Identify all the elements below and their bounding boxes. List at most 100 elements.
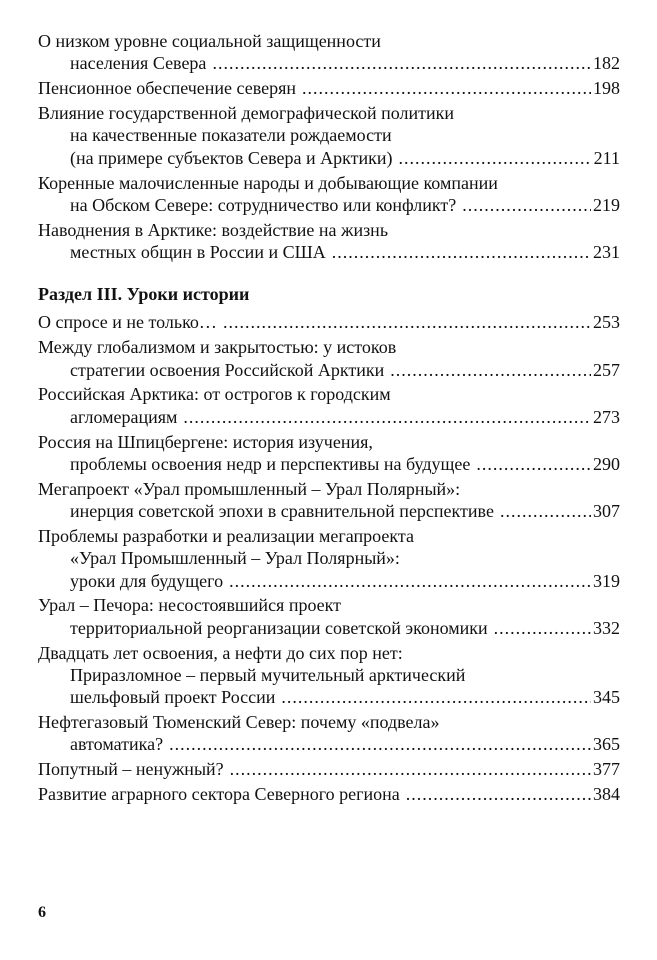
toc-page-number: 384	[593, 784, 620, 805]
toc-page-number: 319	[593, 570, 620, 591]
toc-entry-line: Урал – Печора: несостоявшийся проект	[38, 594, 620, 616]
toc-entry-title: Нефтегазовый Тюменский Север: почему «по…	[38, 712, 440, 733]
toc-entry-title: Урал – Печора: несостоявшийся проект	[38, 595, 342, 616]
dot-leader	[494, 617, 591, 639]
dot-leader	[302, 77, 591, 99]
toc-entry: Развитие аграрного сектора Северного рег…	[38, 783, 620, 805]
toc-entry-line: стратегии освоения Российской Арктики 257	[38, 359, 620, 381]
toc-entry-line: Проблемы разработки и реализации мегапро…	[38, 525, 620, 547]
toc-page-number: 219	[593, 194, 620, 215]
toc-entry-line: Попутный – ненужный? 377	[38, 758, 620, 780]
section-heading: Раздел III. Уроки истории	[38, 284, 250, 305]
toc-entry-title: Влияние государственной демографической …	[38, 103, 454, 124]
toc-entry-title: О низком уровне социальной защищенности	[38, 31, 381, 51]
toc-entry: Влияние государственной демографической …	[38, 102, 620, 169]
dot-leader	[399, 147, 592, 169]
dot-leader	[183, 406, 591, 428]
toc-entry: Нефтегазовый Тюменский Север: почему «по…	[38, 711, 620, 756]
dot-leader	[406, 783, 591, 805]
toc-page-number: 182	[593, 53, 620, 74]
toc-entry-title: Мегапроект «Урал промышленный – Урал Пол…	[38, 478, 461, 499]
dot-leader	[332, 241, 591, 263]
toc-entry-title: уроки для будущего	[70, 570, 224, 591]
toc-page-number: 290	[593, 453, 620, 474]
toc-entry: Российская Арктика: от острогов к городс…	[38, 383, 620, 428]
toc-entry-title: Двадцать лет освоения, а нефти до сих по…	[38, 642, 403, 663]
toc-entry-line: Российская Арктика: от острогов к городс…	[38, 383, 620, 405]
toc-entry-line: населения Севера 182	[38, 52, 620, 74]
toc-entry-title: на качественные показатели рождаемости	[70, 125, 392, 146]
toc-entry-title: Россия на Шпицбергене: история изучения,	[38, 431, 373, 452]
dot-leader	[281, 686, 591, 708]
toc-entry-line: территориальной реорганизации советской …	[38, 617, 620, 639]
toc-entry-title: автоматика?	[70, 734, 164, 755]
toc-entry-title: агломерациям	[70, 406, 178, 427]
toc-entry-line: на качественные показатели рождаемости	[38, 124, 620, 146]
toc-page-number: 365	[593, 734, 620, 755]
toc-entry-title: О спросе и не только…	[38, 312, 217, 333]
toc-entry-line: Мегапроект «Урал промышленный – Урал Пол…	[38, 478, 620, 500]
toc-entry-line: О спросе и не только… 253	[38, 311, 620, 333]
toc-entry-line: автоматика? 365	[38, 733, 620, 755]
toc-entry-title: шельфовый проект России	[70, 687, 276, 708]
toc-entry: Россия на Шпицбергене: история изучения,…	[38, 431, 620, 476]
table-of-contents: О низком уровне социальной защищенности н…	[38, 30, 620, 808]
toc-entry-line: Приразломное – первый мучительный арктич…	[38, 664, 620, 686]
toc-entry: Попутный – ненужный? 377	[38, 758, 620, 780]
toc-entry-line: Развитие аграрного сектора Северного рег…	[38, 783, 620, 805]
toc-entry-line: Двадцать лет освоения, а нефти до сих по…	[38, 642, 620, 664]
page-number: 6	[38, 904, 46, 921]
toc-entry-line: Коренные малочисленные народы и добывающ…	[38, 172, 620, 194]
toc-entry-line: проблемы освоения недр и перспективы на …	[38, 453, 620, 475]
toc-entry-line: агломерациям 273	[38, 406, 620, 428]
toc-entry-line: Влияние государственной демографической …	[38, 102, 620, 124]
toc-page-number: 273	[593, 406, 620, 427]
toc-page-number: 231	[593, 242, 620, 263]
toc-entry: Пенсионное обеспечение северян 198	[38, 77, 620, 99]
toc-entry-line: Наводнения в Арктике: воздействие на жиз…	[38, 219, 620, 241]
toc-entry: Между глобализмом и закрытостью: у исток…	[38, 336, 620, 381]
toc-entry-line: Пенсионное обеспечение северян 198	[38, 77, 620, 99]
toc-entry-title: стратегии освоения Российской Арктики	[70, 359, 385, 380]
toc-entry-title: Попутный – ненужный?	[38, 759, 224, 780]
toc-entry-title: «Урал Промышленный – Урал Полярный»:	[70, 548, 400, 569]
toc-entry-title: на Обском Севере: сотрудничество или кон…	[70, 194, 457, 215]
dot-leader	[223, 311, 591, 333]
toc-entry-title: (на примере субъектов Севера и Арктики)	[70, 147, 393, 168]
toc-entry-line: местных общин в России и США 231	[38, 241, 620, 263]
toc-page-number: 198	[593, 78, 620, 99]
toc-page-number: 377	[593, 759, 620, 780]
toc-page-number: 332	[593, 617, 620, 638]
dot-leader	[462, 194, 591, 216]
toc-entry-title: Наводнения в Арктике: воздействие на жиз…	[38, 219, 389, 240]
toc-entry: О спросе и не только… 253	[38, 311, 620, 333]
toc-entry: О низком уровне социальной защищенности н…	[38, 30, 620, 75]
toc-entry-line: (на примере субъектов Севера и Арктики) 2…	[38, 147, 620, 169]
toc-entry-line: уроки для будущего 319	[38, 570, 620, 592]
toc-entry-title: Проблемы разработки и реализации мегапро…	[38, 525, 414, 546]
toc-entry-title: Развитие аграрного сектора Северного рег…	[38, 784, 400, 805]
dot-leader	[476, 453, 591, 475]
toc-entry: Мегапроект «Урал промышленный – Урал Пол…	[38, 478, 620, 523]
toc-entry-line: инерция советской эпохи в сравнительной …	[38, 500, 620, 522]
toc-page-number: 257	[593, 359, 620, 380]
toc-entry-line: «Урал Промышленный – Урал Полярный»:	[38, 547, 620, 569]
dot-leader	[229, 570, 591, 592]
toc-entry-title: Коренные малочисленные народы и добывающ…	[38, 172, 498, 193]
toc-entry-line: на Обском Севере: сотрудничество или кон…	[38, 194, 620, 216]
toc-entry-title: проблемы освоения недр и перспективы на …	[70, 453, 471, 474]
toc-entry-line: Между глобализмом и закрытостью: у исток…	[38, 336, 620, 358]
toc-entry-title: Между глобализмом и закрытостью: у исток…	[38, 337, 397, 358]
toc-page-number: 307	[593, 501, 620, 522]
toc-entry: Двадцать лет освоения, а нефти до сих по…	[38, 642, 620, 709]
toc-entry: Проблемы разработки и реализации мегапро…	[38, 525, 620, 592]
toc-page-number: 345	[593, 687, 620, 708]
toc-entry: Коренные малочисленные народы и добывающ…	[38, 172, 620, 217]
dot-leader	[230, 758, 591, 780]
toc-page-number: 253	[593, 312, 620, 333]
toc-entry-title: Пенсионное обеспечение северян	[38, 78, 297, 99]
dot-leader	[212, 52, 591, 74]
toc-entry-line: Россия на Шпицбергене: история изучения,	[38, 431, 620, 453]
toc-entry-line: О низком уровне социальной защищенности	[38, 30, 620, 52]
toc-entry-title: территориальной реорганизации советской …	[70, 617, 488, 638]
